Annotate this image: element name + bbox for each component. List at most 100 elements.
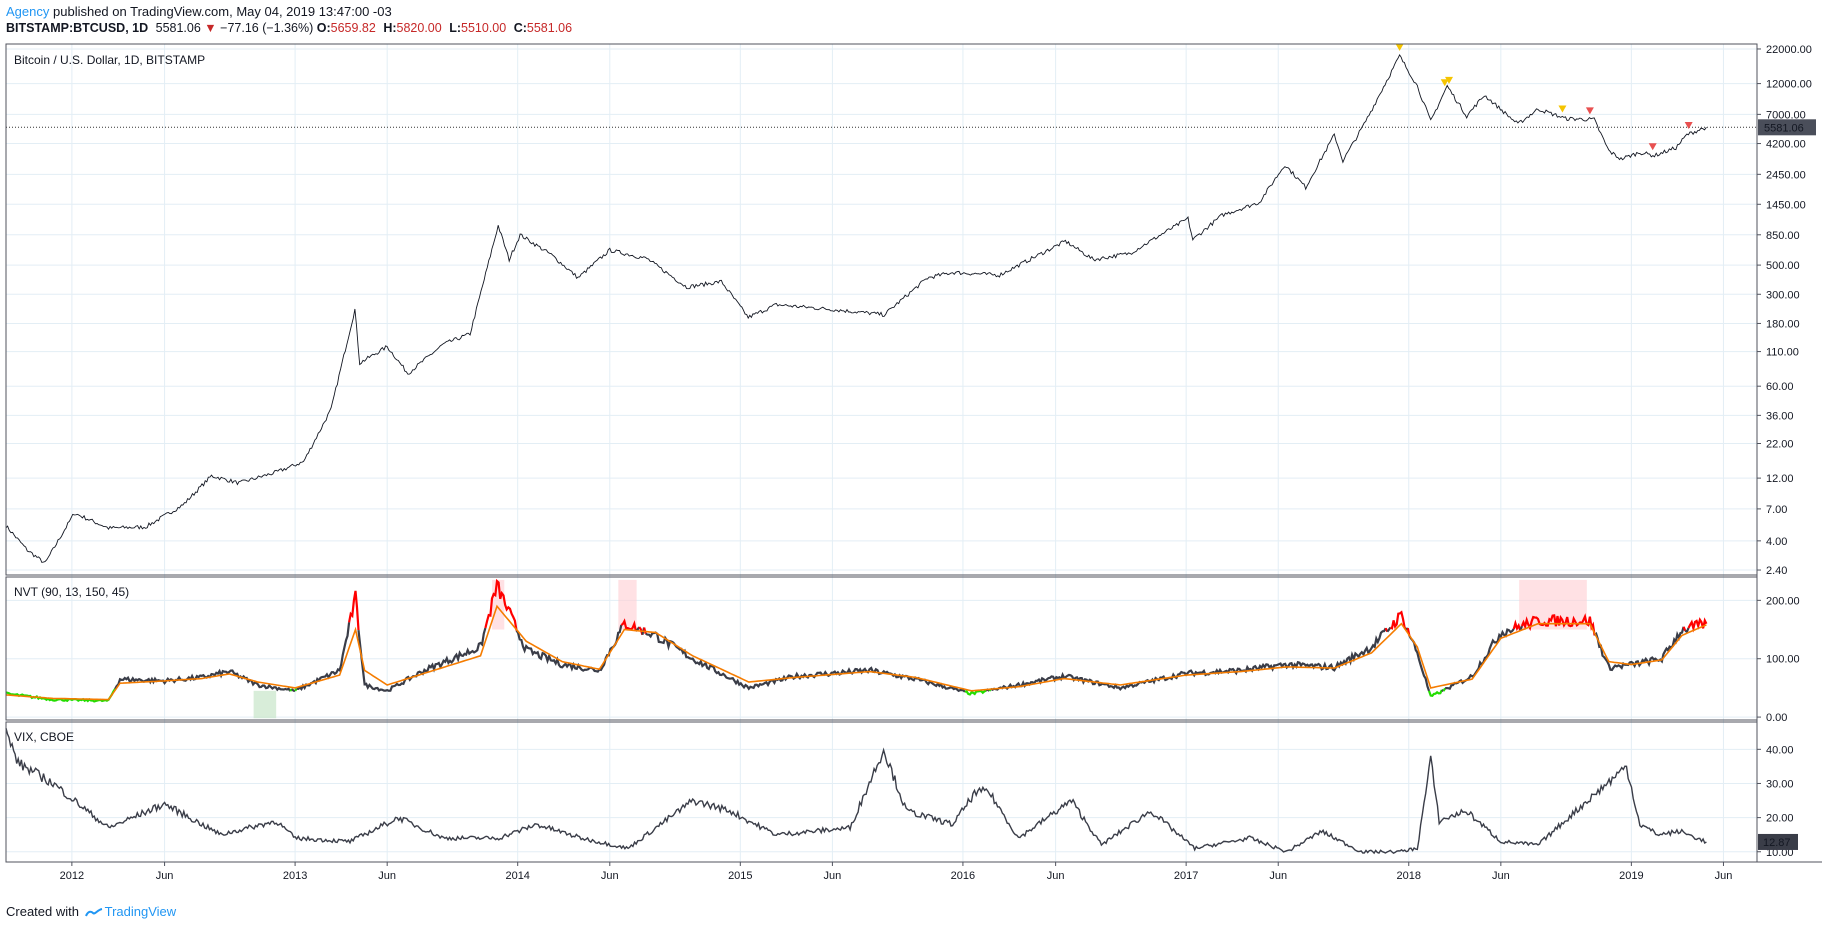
price-series-line (5, 53, 1707, 563)
nvt-series-line (484, 578, 518, 631)
nvt-series-line (1386, 626, 1392, 633)
x-tick-label: 2018 (1397, 870, 1421, 882)
x-tick-label: Jun (1047, 870, 1065, 882)
y-tick-label: 30.00 (1766, 778, 1794, 790)
pane-border (5, 721, 1758, 863)
nvt-series-line (1408, 635, 1431, 692)
y-tick-label: 2.40 (1766, 565, 1787, 577)
nvt-series-line (1682, 626, 1687, 632)
x-tick-label: Jun (1269, 870, 1287, 882)
x-tick-label: Jun (824, 870, 842, 882)
nvt-series-line (643, 627, 647, 634)
nvt-series-line (1442, 687, 1447, 692)
nvt-series-line (291, 688, 296, 692)
y-tick-label: 0.00 (1766, 712, 1787, 724)
y-tick-label: 12000.00 (1766, 79, 1812, 91)
nvt-ma-line (5, 604, 1707, 701)
footer: Created with TradingView (6, 904, 176, 919)
x-tick-label: Jun (1492, 870, 1510, 882)
yellow-signal-marker (1445, 76, 1454, 84)
axes-layer: 22000.00 12000.00 7000.00 4200.00 2450.00 145… (60, 44, 1816, 882)
x-tick-label: Jun (1715, 870, 1733, 882)
vix-pane-title: VIX, CBOE (14, 730, 74, 744)
nvt-series-line (1593, 626, 1685, 672)
nvt-series-line (296, 622, 351, 692)
nvt-series-line (645, 631, 966, 693)
y-tick-label: 40.00 (1766, 744, 1794, 756)
red-signal-marker (1684, 122, 1693, 130)
high-label: H: (383, 21, 397, 35)
y-tick-label: 7.00 (1766, 504, 1787, 516)
change-value: −77.16 (−1.36%) (220, 21, 314, 35)
publish-text: published on TradingView.com, May 04, 20… (53, 4, 392, 19)
nvt-series-line (348, 590, 360, 631)
x-tick-label: 2014 (505, 870, 529, 882)
ohlc-line: BITSTAMP:BTCUSD, 1D 5581.06 ▼ −77.16 (−1… (6, 21, 572, 35)
nvt-series-line (990, 627, 1387, 691)
nvt-series-line (294, 688, 298, 692)
nvt-series-line (1684, 627, 1690, 634)
nvt-series-line (620, 618, 637, 632)
nvt-series-line (964, 689, 987, 696)
down-arrow-icon: ▼ (204, 21, 217, 35)
nvt-series-line (1427, 689, 1443, 697)
nvt-series-line (1512, 619, 1522, 632)
tradingview-link[interactable]: TradingView (104, 904, 177, 919)
red-signal-marker (1585, 107, 1594, 115)
nvt-series-line (1687, 617, 1708, 633)
created-with-text: Created with (6, 904, 79, 919)
nvt-pane-title: NVT (90, 13, 150, 45) (14, 585, 129, 599)
close-value: 5581.06 (526, 21, 573, 35)
series-layer (5, 43, 1757, 855)
close-label: C: (513, 21, 527, 35)
y-tick-label: 850.00 (1766, 230, 1800, 242)
pane-frames (5, 43, 1822, 863)
yellow-signal-marker (1558, 105, 1567, 113)
nvt-series-line (515, 624, 623, 673)
yellow-signal-marker (1440, 79, 1449, 87)
y-tick-label: 200.00 (1766, 595, 1800, 607)
pane-border (5, 43, 1758, 576)
vix-last-tag (1758, 833, 1798, 850)
y-tick-label: 500.00 (1766, 260, 1800, 272)
y-tick-label: 100.00 (1766, 654, 1800, 666)
oversold-band (253, 690, 277, 719)
open-label: O: (316, 21, 331, 35)
x-tick-label: Jun (156, 870, 174, 882)
y-tick-label: 1450.00 (1766, 199, 1806, 211)
last-price-tag (1758, 119, 1816, 136)
y-tick-label: 12.00 (1766, 473, 1794, 485)
x-tick-label: Jun (378, 870, 396, 882)
x-tick-label: 2015 (728, 870, 752, 882)
y-tick-label: 2450.00 (1766, 169, 1806, 181)
symbol-label: BITSTAMP:BTCUSD, 1D (6, 21, 149, 35)
last-price: 5581.06 (155, 21, 201, 35)
x-tick-label: 2016 (951, 870, 975, 882)
x-tick-label: 2013 (283, 870, 307, 882)
nvt-series-line (1520, 613, 1596, 636)
high-value: 5820.00 (396, 21, 442, 35)
vix-series-line (5, 728, 1707, 855)
overbought-band (618, 579, 637, 630)
x-tick-label: Jun (601, 870, 619, 882)
y-tick-label: 20.00 (1766, 813, 1794, 825)
y-tick-label: 22000.00 (1766, 44, 1812, 56)
y-tick-label: 36.00 (1766, 410, 1794, 422)
nvt-series-line (1389, 610, 1408, 631)
tradingview-logo-icon (84, 908, 102, 917)
publish-info: Agency published on TradingView.com, May… (6, 4, 392, 19)
author-link[interactable]: Agency (6, 4, 50, 19)
yellow-signal-marker (1395, 43, 1404, 51)
red-signal-marker (1648, 143, 1657, 151)
last-price-tag-label: 5581.06 (1764, 122, 1804, 134)
x-tick-label: 2012 (60, 870, 84, 882)
x-tick-label: 2017 (1174, 870, 1198, 882)
y-tick-label: 180.00 (1766, 318, 1800, 330)
low-label: L: (449, 21, 462, 35)
y-tick-label: 300.00 (1766, 289, 1800, 301)
x-tick-label: 2019 (1619, 870, 1643, 882)
low-value: 5510.00 (461, 21, 507, 35)
price-pane-title: Bitcoin / U.S. Dollar, 1D, BITSTAMP (14, 53, 205, 67)
y-tick-label: 60.00 (1766, 381, 1794, 393)
